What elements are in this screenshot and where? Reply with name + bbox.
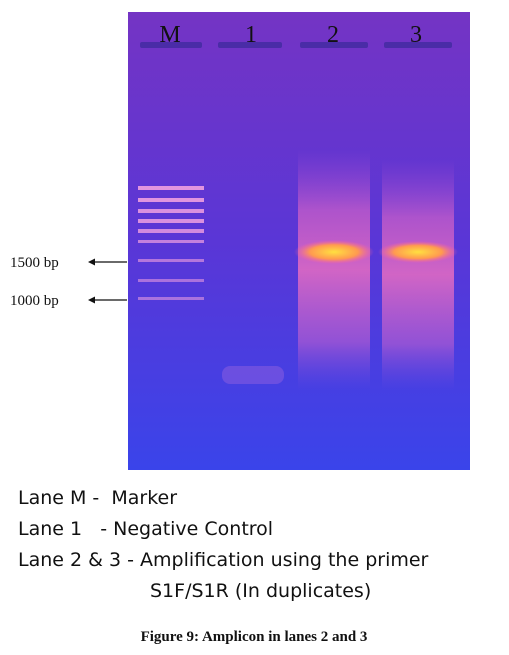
- lane-label: 2: [327, 22, 339, 48]
- lane-label: 3: [410, 22, 422, 48]
- legend-line: Lane M - Marker: [18, 487, 177, 509]
- arrow-head: [88, 258, 95, 266]
- lane-label: 1: [245, 22, 257, 48]
- primer-dimer: [222, 366, 284, 384]
- caption: Figure 9: Amplicon in lanes 2 and 3: [141, 629, 368, 645]
- legend-line: Lane 2 & 3 - Amplification using the pri…: [18, 549, 429, 571]
- ladder: [138, 186, 204, 300]
- wells: [140, 42, 452, 48]
- size-label: 1500 bp: [10, 255, 59, 271]
- band: [294, 240, 374, 264]
- smear: [382, 160, 454, 390]
- band: [378, 241, 458, 263]
- smear: [298, 150, 370, 390]
- legend-line: Lane 1 - Negative Control: [18, 518, 273, 540]
- lane-label: M: [159, 22, 180, 48]
- arrow-head: [88, 296, 95, 304]
- legend-line: S1F/S1R (In duplicates): [150, 580, 371, 602]
- size-label: 1000 bp: [10, 293, 59, 309]
